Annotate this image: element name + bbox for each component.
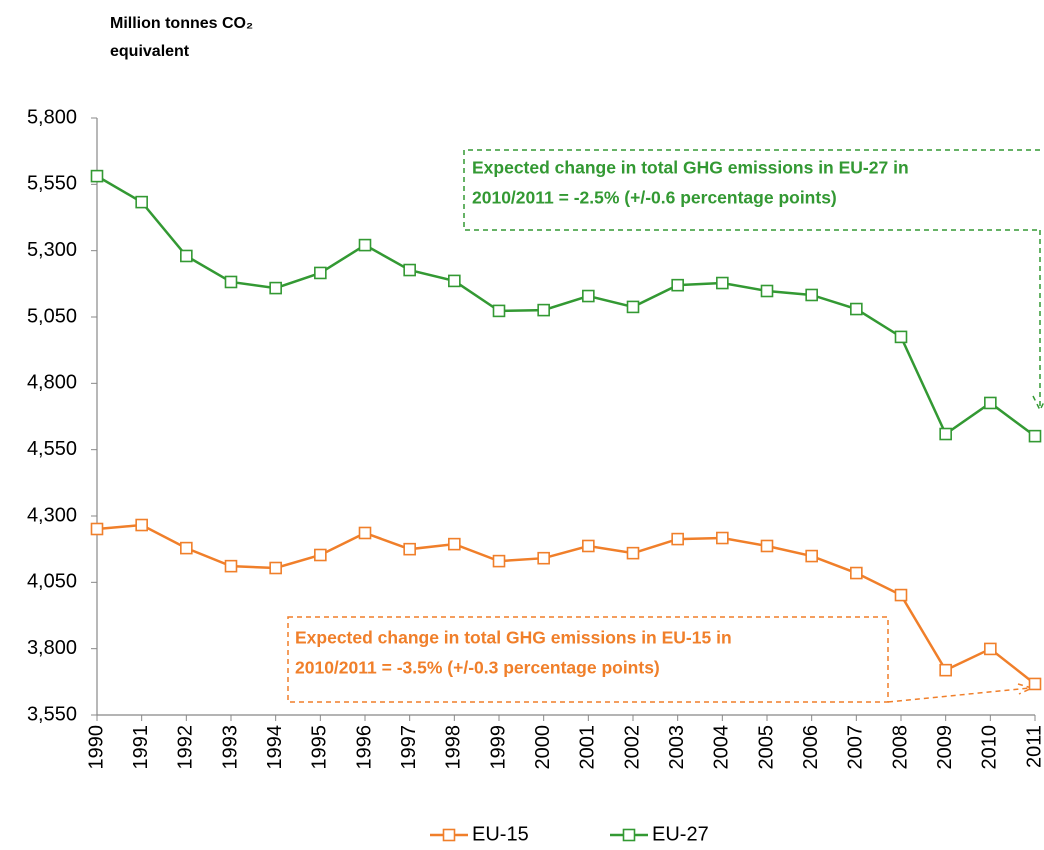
point-marker xyxy=(224,275,238,289)
x-tick-label: 2003 xyxy=(666,725,688,770)
point-marker xyxy=(358,238,372,252)
x-tick-label: 2008 xyxy=(889,725,911,770)
x-tick-label: 1996 xyxy=(353,725,375,770)
x-tick-label: 2005 xyxy=(755,725,777,770)
annotation-arrow xyxy=(887,683,1035,703)
point-marker xyxy=(894,330,908,344)
point-marker xyxy=(626,546,640,560)
x-tick-label: 1990 xyxy=(85,725,107,770)
point-marker xyxy=(403,542,416,556)
y-axis-title: equivalent xyxy=(110,43,190,60)
annotation-box xyxy=(463,149,1040,231)
point-marker xyxy=(269,561,282,575)
y-tick-label: 4,800 xyxy=(27,372,77,394)
point-marker xyxy=(537,303,550,317)
point-marker xyxy=(626,300,640,314)
point-marker xyxy=(582,289,595,303)
point-marker xyxy=(805,549,818,563)
y-tick-label: 5,800 xyxy=(27,106,77,128)
annotation-text: Expected change in total GHG emissions i… xyxy=(472,158,909,178)
point-marker xyxy=(448,537,461,551)
point-marker xyxy=(850,302,863,316)
point-marker xyxy=(1028,429,1042,443)
y-tick-label: 4,550 xyxy=(27,438,77,460)
y-tick-label: 4,050 xyxy=(27,571,77,593)
legend-marker xyxy=(622,828,636,842)
point-marker xyxy=(805,288,818,302)
point-marker xyxy=(939,427,952,441)
point-marker xyxy=(135,518,148,532)
point-marker xyxy=(1028,677,1042,691)
series-line xyxy=(96,175,1036,438)
point-marker xyxy=(314,266,327,280)
point-marker xyxy=(671,532,684,546)
point-marker xyxy=(760,284,774,298)
y-tick-label: 5,050 xyxy=(27,305,77,327)
annotation-arrow xyxy=(1032,230,1044,412)
x-tick-label: 1995 xyxy=(309,725,331,770)
y-axis-title: Million tonnes CO₂ xyxy=(110,15,253,32)
point-marker xyxy=(894,588,908,602)
x-tick-label: 2007 xyxy=(845,725,867,770)
x-tick-label: 1992 xyxy=(175,725,197,770)
y-tick-label: 3,800 xyxy=(27,637,77,659)
series-line xyxy=(96,523,1036,685)
point-marker xyxy=(537,551,550,565)
y-tick-label: 5,300 xyxy=(27,239,77,261)
x-tick-label: 2010 xyxy=(979,725,1001,770)
point-marker xyxy=(716,531,729,545)
point-marker xyxy=(135,195,148,209)
y-tick-label: 4,300 xyxy=(27,504,77,526)
point-marker xyxy=(224,559,238,573)
y-tick-label: 5,550 xyxy=(27,173,77,195)
annotation-text: 2010/2011 = -2.5% (+/-0.6 percentage poi… xyxy=(472,188,837,208)
point-marker xyxy=(180,249,193,263)
point-marker xyxy=(760,539,774,553)
x-tick-label: 1997 xyxy=(398,725,420,770)
legend-label: EU-27 xyxy=(652,823,709,845)
x-tick-label: 2004 xyxy=(711,725,733,770)
point-marker xyxy=(448,274,461,288)
point-marker xyxy=(314,548,327,562)
x-tick-label: 2006 xyxy=(800,725,822,770)
point-marker xyxy=(850,566,863,580)
x-tick-label: 2001 xyxy=(577,725,599,770)
x-tick-label: 2002 xyxy=(621,725,643,770)
point-marker xyxy=(358,526,372,540)
point-marker xyxy=(984,642,997,656)
x-tick-label: 2011 xyxy=(1023,725,1044,768)
point-marker xyxy=(939,663,952,677)
point-marker xyxy=(90,169,104,183)
x-tick-label: 2000 xyxy=(532,725,554,770)
point-marker xyxy=(716,276,729,290)
point-marker xyxy=(492,554,506,568)
point-marker xyxy=(90,522,104,536)
x-tick-label: 1993 xyxy=(219,725,241,770)
point-marker xyxy=(403,263,416,277)
point-marker xyxy=(582,539,595,553)
x-tick-label: 2009 xyxy=(934,725,956,770)
point-marker xyxy=(492,304,506,318)
y-tick-label: 3,550 xyxy=(27,703,77,725)
legend-marker xyxy=(442,828,456,842)
legend-label: EU-15 xyxy=(472,823,529,845)
point-marker xyxy=(269,281,282,295)
point-marker xyxy=(671,278,684,292)
x-tick-label: 1999 xyxy=(487,725,509,770)
point-marker xyxy=(984,396,997,410)
point-marker xyxy=(180,541,193,555)
x-tick-label: 1991 xyxy=(130,725,152,770)
annotation-text: 2010/2011 = -3.5% (+/-0.3 percentage poi… xyxy=(295,658,660,678)
x-tick-label: 1994 xyxy=(264,725,286,770)
x-tick-label: 1998 xyxy=(443,725,465,770)
annotation-text: Expected change in total GHG emissions i… xyxy=(295,628,732,648)
